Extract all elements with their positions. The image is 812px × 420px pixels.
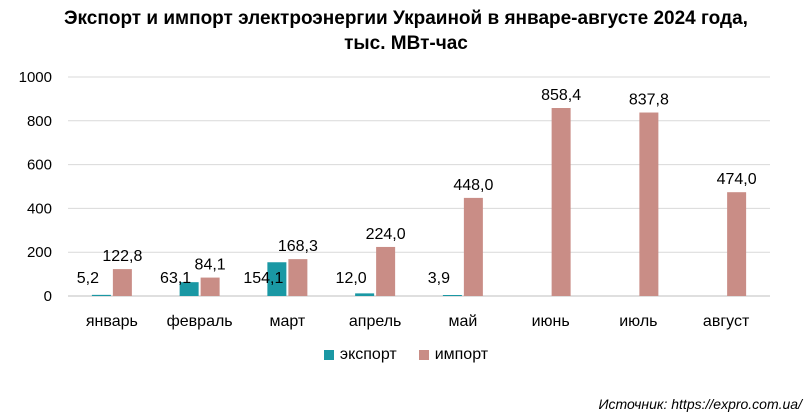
- x-tick-label: февраль: [167, 313, 233, 330]
- y-tick-label: 600: [27, 157, 52, 174]
- source-note: Источник: https://expro.com.ua/: [598, 396, 802, 412]
- bar-import: [551, 108, 571, 296]
- data-label-import: 224,0: [366, 226, 406, 243]
- bar-export: [91, 294, 111, 296]
- data-label-import: 84,1: [195, 257, 226, 274]
- legend-item-import: импорт: [418, 346, 489, 364]
- y-tick-label: 1000: [19, 69, 52, 86]
- legend-swatch-export: [323, 350, 334, 360]
- x-tick-label: январь: [86, 313, 138, 330]
- x-tick-label: июль: [619, 313, 657, 330]
- bar-import: [639, 112, 659, 297]
- x-tick-label: апрель: [349, 313, 402, 330]
- legend-swatch-import: [418, 350, 429, 360]
- bar-import: [376, 246, 396, 296]
- bar-import: [727, 192, 747, 296]
- bar-import: [288, 259, 308, 296]
- y-tick-label: 800: [27, 113, 52, 130]
- data-label-import: 448,0: [453, 177, 493, 194]
- bar-export: [267, 262, 287, 296]
- legend-item-export: экспорт: [323, 346, 397, 364]
- data-label-import: 168,3: [278, 238, 318, 255]
- data-label-export: 63,1: [160, 270, 191, 287]
- data-label-import: 837,8: [629, 92, 669, 109]
- bar-export: [355, 293, 375, 296]
- data-label-export: 154,1: [243, 270, 283, 287]
- bar-import: [112, 269, 132, 296]
- y-tick-label: 400: [27, 200, 52, 217]
- chart-title: Экспорт и импорт электроэнергии Украиной…: [0, 6, 812, 56]
- data-label-export: 3,9: [428, 270, 450, 287]
- legend-label-export: экспорт: [339, 346, 397, 363]
- data-label-export: 5,2: [77, 270, 99, 287]
- bar-import: [200, 277, 220, 296]
- x-tick-label: март: [269, 313, 305, 330]
- bar-export: [442, 295, 462, 296]
- data-label-import: 474,0: [717, 171, 757, 188]
- y-tick-label: 0: [44, 288, 52, 305]
- legend: экспорт импорт: [0, 346, 812, 364]
- bar-export: [179, 282, 199, 296]
- y-tick-label: 200: [27, 244, 52, 261]
- legend-label-import: импорт: [434, 346, 489, 363]
- data-label-export: 12,0: [336, 270, 367, 287]
- data-label-import: 122,8: [102, 248, 142, 265]
- x-tick-label: июнь: [532, 313, 570, 330]
- data-label-import: 858,4: [541, 87, 581, 104]
- x-tick-label: май: [448, 313, 477, 330]
- chart-title-line-2: тыс. МВт-час: [344, 33, 468, 54]
- bar-import: [463, 197, 483, 296]
- x-tick-label: август: [703, 313, 750, 330]
- chart-title-line-1: Экспорт и импорт электроэнергии Украиной…: [64, 8, 748, 29]
